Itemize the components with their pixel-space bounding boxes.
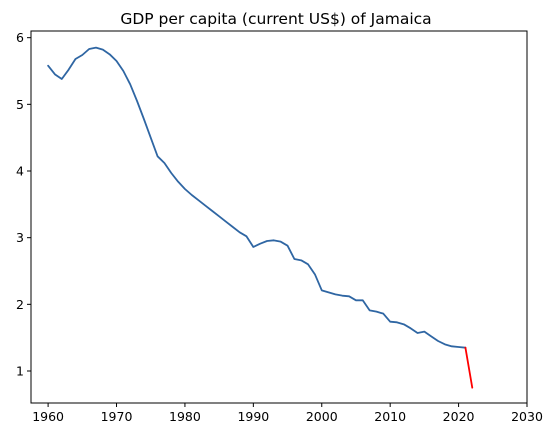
y-tick-label: 5 [16, 97, 24, 112]
x-tick-label: 1960 [32, 409, 64, 424]
y-tick-label: 2 [16, 297, 24, 312]
x-tick-label: 2010 [374, 409, 406, 424]
y-tick-label: 4 [16, 164, 24, 179]
y-tick-label: 1 [16, 364, 24, 379]
x-tick-label: 1980 [169, 409, 201, 424]
y-axis-ticks: 1 2 3 4 5 6 [16, 30, 31, 379]
y-tick-label: 6 [16, 30, 24, 45]
y-tick-label: 3 [16, 230, 24, 245]
axes-frame [30, 30, 528, 404]
series-line-1 [47, 46, 467, 349]
plot-area [47, 46, 474, 389]
x-tick-label: 2030 [511, 409, 543, 424]
chart-title: GDP per capita (current US$) of Jamaica [120, 10, 431, 28]
series-line-2 [464, 346, 474, 389]
x-axis-ticks: 1960 1970 1980 1990 2000 2010 2020 2030 [32, 403, 543, 424]
x-tick-label: 1970 [101, 409, 133, 424]
x-tick-label: 1990 [237, 409, 269, 424]
x-tick-label: 2020 [443, 409, 475, 424]
x-tick-label: 2000 [306, 409, 338, 424]
